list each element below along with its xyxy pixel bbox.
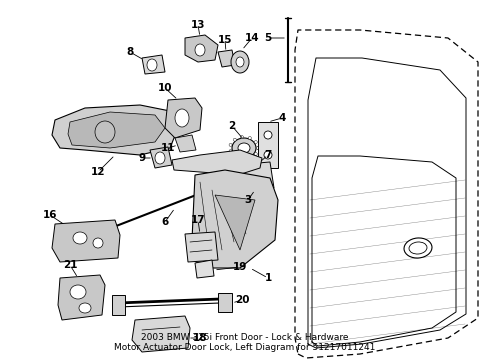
- Polygon shape: [112, 295, 125, 315]
- Ellipse shape: [195, 44, 204, 56]
- Ellipse shape: [95, 121, 115, 143]
- Text: 2003 BMW 325i Front Door - Lock & Hardware
Motor Actuator Door Lock, Left Diagra: 2003 BMW 325i Front Door - Lock & Hardwa…: [114, 333, 374, 352]
- Ellipse shape: [240, 136, 243, 139]
- Text: 11: 11: [161, 143, 175, 153]
- Text: 16: 16: [42, 210, 57, 220]
- Text: 19: 19: [232, 262, 246, 272]
- Polygon shape: [68, 112, 164, 148]
- Text: 14: 14: [244, 33, 259, 43]
- Text: 15: 15: [217, 35, 232, 45]
- Ellipse shape: [228, 143, 232, 147]
- Text: 21: 21: [62, 260, 77, 270]
- Polygon shape: [192, 170, 278, 268]
- Text: 8: 8: [126, 47, 133, 57]
- Polygon shape: [184, 232, 218, 262]
- Ellipse shape: [254, 152, 257, 156]
- Text: 10: 10: [158, 83, 172, 93]
- Ellipse shape: [230, 51, 248, 73]
- Text: 12: 12: [91, 167, 105, 177]
- Text: 2: 2: [228, 121, 235, 131]
- Ellipse shape: [233, 138, 236, 141]
- Ellipse shape: [264, 151, 271, 159]
- Polygon shape: [184, 35, 218, 62]
- Ellipse shape: [256, 147, 259, 149]
- Text: 17: 17: [190, 215, 205, 225]
- Ellipse shape: [238, 143, 249, 153]
- Ellipse shape: [93, 238, 103, 248]
- Polygon shape: [175, 135, 196, 152]
- Text: 6: 6: [161, 217, 168, 227]
- Polygon shape: [218, 50, 235, 67]
- Polygon shape: [142, 55, 164, 74]
- Ellipse shape: [73, 232, 87, 244]
- Polygon shape: [215, 195, 254, 250]
- Polygon shape: [52, 105, 178, 155]
- Text: 13: 13: [190, 20, 205, 30]
- Polygon shape: [195, 260, 214, 278]
- Polygon shape: [150, 147, 172, 168]
- Text: 5: 5: [264, 33, 271, 43]
- Ellipse shape: [175, 109, 189, 127]
- Polygon shape: [132, 316, 190, 352]
- Ellipse shape: [231, 138, 256, 158]
- Text: 18: 18: [192, 333, 207, 343]
- Ellipse shape: [233, 155, 236, 158]
- Ellipse shape: [403, 238, 431, 258]
- Text: 7: 7: [264, 150, 271, 160]
- Ellipse shape: [408, 242, 426, 254]
- Text: 9: 9: [138, 153, 145, 163]
- Text: 3: 3: [244, 195, 251, 205]
- Text: 1: 1: [264, 273, 271, 283]
- Polygon shape: [235, 162, 273, 190]
- Ellipse shape: [240, 157, 243, 161]
- Ellipse shape: [264, 131, 271, 139]
- Ellipse shape: [228, 150, 232, 153]
- Text: 4: 4: [278, 113, 285, 123]
- Ellipse shape: [79, 303, 91, 313]
- Ellipse shape: [254, 140, 257, 144]
- Ellipse shape: [147, 59, 157, 71]
- Polygon shape: [218, 293, 231, 312]
- Polygon shape: [258, 122, 278, 168]
- Polygon shape: [172, 150, 262, 175]
- Ellipse shape: [248, 157, 251, 159]
- Ellipse shape: [236, 57, 244, 67]
- Polygon shape: [164, 98, 202, 138]
- Ellipse shape: [155, 152, 164, 164]
- Ellipse shape: [70, 285, 86, 299]
- Polygon shape: [52, 220, 120, 262]
- Ellipse shape: [248, 136, 251, 139]
- Ellipse shape: [256, 147, 259, 149]
- Polygon shape: [58, 275, 105, 320]
- Text: 20: 20: [234, 295, 249, 305]
